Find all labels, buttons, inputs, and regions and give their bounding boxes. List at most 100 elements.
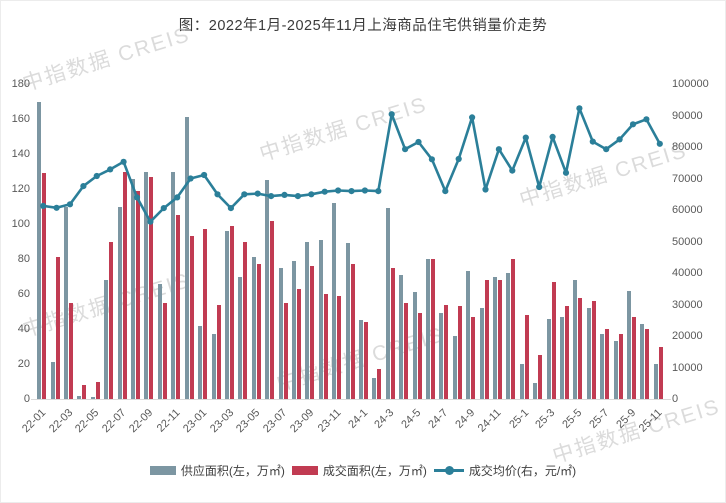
supply-bar xyxy=(117,206,122,399)
supply-bar xyxy=(224,231,229,399)
left-axis-tick-label: 140 xyxy=(11,148,30,160)
sold-bar xyxy=(95,381,100,399)
x-axis-tick-text: 23-01 xyxy=(180,406,210,436)
supply-bar xyxy=(452,336,457,399)
supply-bar xyxy=(104,280,109,399)
x-axis-tick-text: 23-07 xyxy=(261,406,290,436)
sold-bar xyxy=(109,241,114,399)
supply-bar xyxy=(211,334,216,399)
x-axis-tick-text: 22-05 xyxy=(73,406,102,436)
sold-bar xyxy=(497,280,502,399)
legend-label-avg-price: 成交均价(右，元/㎡) xyxy=(468,464,577,478)
sold-bar xyxy=(310,266,315,399)
supply-bar xyxy=(399,274,404,399)
supply-bar xyxy=(278,267,283,399)
sold-bar xyxy=(337,295,342,399)
watermark: 中指数据 CREIS xyxy=(256,92,431,166)
supply-bar xyxy=(586,308,591,399)
supply-bar xyxy=(157,283,162,399)
x-axis-tick-text: 24-7 xyxy=(426,406,451,431)
x-axis-tick-text: 23-03 xyxy=(207,406,236,436)
sold-bar xyxy=(457,306,462,399)
sold-bar xyxy=(430,259,435,399)
supply-bar xyxy=(479,308,484,399)
watermark: 中指数据 CREIS xyxy=(549,394,724,468)
sold-bar xyxy=(350,264,355,399)
watermark: 中指数据 CREIS xyxy=(19,22,194,96)
supply-bar xyxy=(198,325,203,399)
legend-label-supply-area: 供应面积(左，万㎡) xyxy=(180,464,285,478)
x-axis-tick-text: 22-07 xyxy=(100,406,129,436)
sold-bar xyxy=(377,369,382,399)
left-axis-tick-label: 80 xyxy=(17,253,30,265)
supply-bar xyxy=(425,259,430,399)
x-axis-tick-text: 25-3 xyxy=(533,406,558,431)
x-axis-tick-text: 22-03 xyxy=(46,406,76,436)
sold-bar xyxy=(256,264,261,399)
x-axis-tick-text: 23-05 xyxy=(234,406,263,436)
sold-bar xyxy=(444,304,449,399)
x-axis-tick-text: 22-11 xyxy=(154,406,183,435)
sold-bar xyxy=(538,355,543,399)
supply-bar xyxy=(238,276,243,399)
right-axis-tick-label: 90000 xyxy=(672,109,703,122)
sold-bar xyxy=(323,294,328,399)
left-axis-tick-label: 20 xyxy=(17,358,30,370)
x-axis-tick-text: 24-1 xyxy=(345,406,370,431)
supply-bar xyxy=(358,320,363,399)
supply-bar xyxy=(412,292,417,399)
supply-bar xyxy=(492,276,497,399)
supply-bar xyxy=(332,203,337,399)
supply-bar xyxy=(265,180,270,399)
avg-price-dot-icon xyxy=(444,466,454,475)
sold-bar xyxy=(122,171,127,399)
supply-bar xyxy=(144,171,149,399)
supply-bar xyxy=(439,313,444,399)
sold-bar xyxy=(243,241,248,399)
sold-bar xyxy=(216,304,221,399)
x-axis-tick-text: 23-11 xyxy=(315,406,344,435)
supply-bar xyxy=(305,241,310,399)
x-axis-tick-text: 22-09 xyxy=(127,406,156,436)
right-axis-tick-label: 100000 xyxy=(672,78,709,90)
supply-bar xyxy=(318,239,323,399)
left-axis-tick-label: 0 xyxy=(23,393,30,405)
watermark: 中指数据 CREIS xyxy=(516,138,691,212)
supply-bar xyxy=(560,316,564,399)
sold-bar xyxy=(565,306,569,399)
supply-bar xyxy=(251,257,256,399)
right-axis-tick-label: 70000 xyxy=(672,172,703,185)
legend-item-avg-price: 成交均价(右，元/㎡) xyxy=(433,462,577,479)
x-axis-tick-text: 25-1 xyxy=(506,406,531,431)
sold-bar xyxy=(645,329,650,399)
supply-bar xyxy=(345,243,350,399)
supply-area-swatch xyxy=(149,466,176,475)
sold-bar xyxy=(363,322,368,399)
sold-bar xyxy=(189,236,194,399)
sold-bar xyxy=(229,225,234,399)
sold-bar xyxy=(551,281,556,399)
supply-bar xyxy=(640,323,645,399)
x-axis-tick-text: 24-3 xyxy=(372,406,397,431)
sold-bar xyxy=(605,329,610,399)
legend: 供应面积(左，万㎡) 成交面积(左，万㎡) 成交均价(右，元/㎡) xyxy=(1,462,725,479)
supply-bar xyxy=(171,171,176,399)
supply-bar xyxy=(506,273,511,399)
supply-bar xyxy=(600,334,605,399)
legend-item-sold-area: 成交面积(左，万㎡) xyxy=(291,462,427,479)
left-axis-tick-label: 160 xyxy=(11,113,30,125)
sold-bar xyxy=(618,334,623,399)
right-axis-tick-label: 20000 xyxy=(672,330,703,342)
sold-bar xyxy=(524,315,529,399)
sold-bar xyxy=(203,229,208,399)
sold-bar xyxy=(632,316,636,399)
supply-bar xyxy=(64,206,68,399)
supply-bar xyxy=(519,364,524,399)
supply-bar xyxy=(573,280,578,399)
sold-bar xyxy=(484,280,489,399)
left-axis-tick-label: 40 xyxy=(17,323,30,335)
supply-bar xyxy=(90,397,95,399)
x-axis-tick-text: 24-5 xyxy=(399,406,424,431)
supply-bar xyxy=(385,208,390,399)
x-axis-tick-text: 24-11 xyxy=(476,406,504,435)
